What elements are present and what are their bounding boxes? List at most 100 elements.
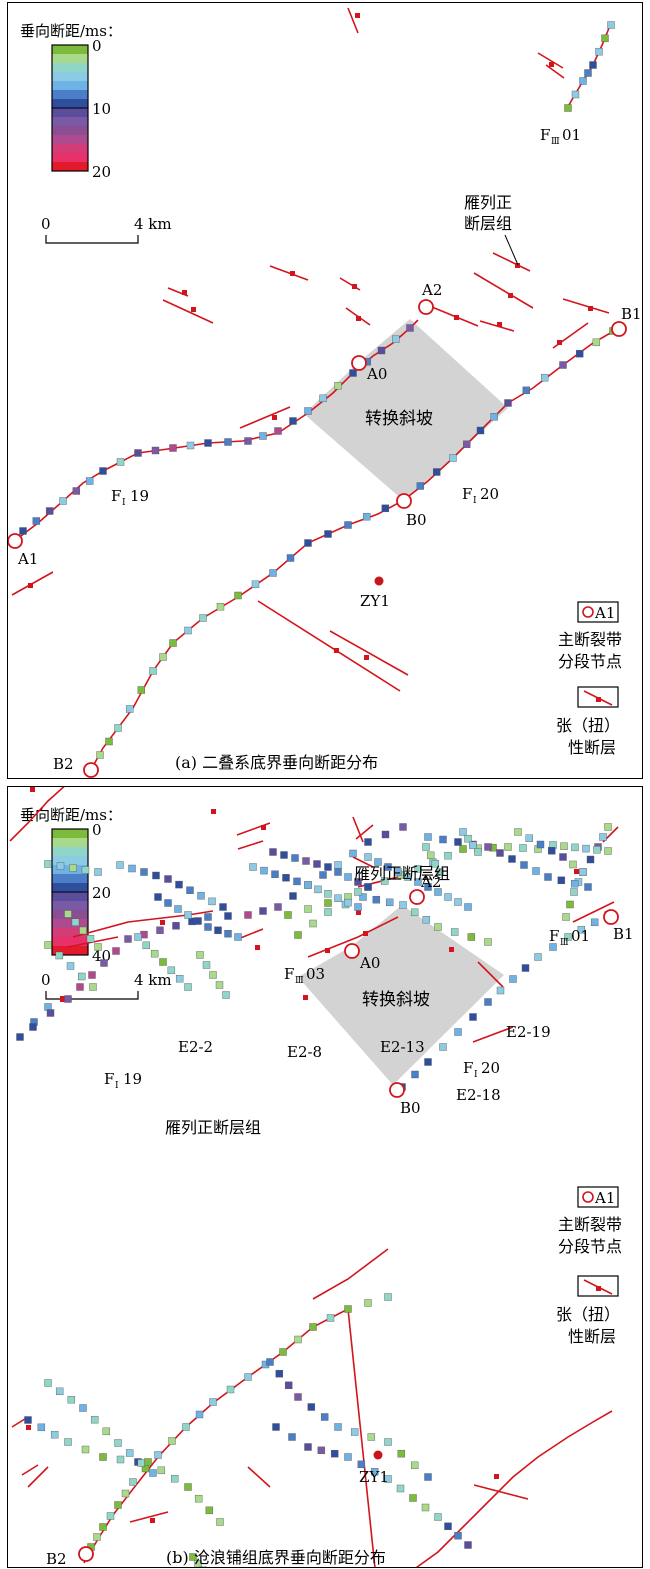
displacement-square bbox=[324, 899, 332, 907]
displacement-square bbox=[579, 77, 587, 85]
displacement-square bbox=[169, 639, 177, 647]
displacement-square bbox=[32, 517, 41, 525]
displacement-square bbox=[399, 823, 407, 831]
displacement-square bbox=[186, 441, 195, 450]
displacement-square bbox=[90, 1415, 99, 1424]
displacement-square bbox=[484, 998, 492, 1006]
displacement-square bbox=[599, 833, 607, 841]
displacement-square bbox=[226, 1385, 235, 1394]
displacement-square bbox=[549, 943, 557, 951]
displacement-square bbox=[69, 864, 77, 872]
displacement-square bbox=[195, 1410, 204, 1419]
displacement-square bbox=[520, 861, 528, 869]
displacement-square bbox=[320, 1413, 329, 1421]
displacement-square bbox=[384, 1475, 392, 1483]
displacement-square bbox=[234, 591, 242, 600]
scale-swatch bbox=[52, 99, 88, 109]
scale-swatch bbox=[52, 144, 88, 154]
label-e2-8: E2-8 bbox=[287, 1043, 322, 1061]
displacement-markers bbox=[16, 823, 612, 1567]
displacement-square bbox=[64, 910, 72, 918]
node-A2 bbox=[409, 889, 425, 905]
label-B2: B2 bbox=[53, 755, 74, 773]
displacement-square bbox=[304, 407, 312, 415]
svg-text:Ⅰ: Ⅰ bbox=[115, 1081, 119, 1091]
displacement-square bbox=[377, 346, 386, 355]
displacement-square bbox=[362, 512, 371, 521]
displacement-square bbox=[326, 1314, 335, 1322]
displacement-square bbox=[519, 844, 527, 852]
displacement-square bbox=[411, 1070, 419, 1079]
displacement-square bbox=[302, 857, 310, 865]
displacement-square bbox=[421, 1503, 430, 1512]
displacement-square bbox=[431, 859, 440, 868]
displacement-square bbox=[409, 1494, 417, 1502]
scale-swatch bbox=[52, 847, 88, 857]
displacement-square bbox=[544, 873, 552, 881]
svg-text:F: F bbox=[540, 126, 550, 144]
displacement-square bbox=[324, 530, 332, 538]
displacement-square bbox=[439, 835, 447, 844]
displacement-square bbox=[194, 917, 202, 925]
scale-swatch bbox=[52, 937, 88, 947]
displacement-square bbox=[137, 1459, 146, 1467]
displacement-square bbox=[284, 1381, 293, 1390]
displacement-square bbox=[454, 1028, 462, 1036]
displacement-square bbox=[436, 868, 444, 876]
label-f3-03: F Ⅲ 03 bbox=[284, 965, 325, 986]
displacement-square bbox=[266, 1358, 274, 1366]
displacement-square bbox=[102, 1427, 111, 1436]
displacement-square bbox=[37, 1423, 46, 1432]
displacement-square bbox=[414, 865, 422, 873]
displacement-square bbox=[504, 399, 512, 407]
scale-swatch bbox=[52, 45, 88, 55]
displacement-square bbox=[199, 614, 207, 622]
displacement-square bbox=[426, 851, 435, 860]
svg-text:主断裂带: 主断裂带 bbox=[558, 1215, 622, 1234]
displacement-square bbox=[464, 1541, 472, 1549]
displacement-square bbox=[149, 1469, 157, 1477]
displacement-square bbox=[349, 849, 357, 858]
segment-nodes bbox=[8, 299, 627, 778]
displacement-square bbox=[99, 1523, 107, 1531]
displacement-square bbox=[164, 899, 172, 907]
displacement-square bbox=[46, 1009, 55, 1017]
displacement-square bbox=[557, 876, 566, 885]
displacement-square bbox=[156, 926, 164, 934]
displacement-square bbox=[432, 468, 441, 476]
well-zy1-icon bbox=[374, 576, 384, 586]
legend-node: A1 主断裂带 分段节点 bbox=[558, 1186, 622, 1256]
scale-swatch bbox=[52, 117, 88, 127]
svg-text:张（扭）: 张（扭） bbox=[556, 1305, 620, 1324]
node-B0 bbox=[389, 1082, 405, 1098]
displacement-square bbox=[175, 880, 183, 889]
node-B2 bbox=[78, 1546, 94, 1562]
displacement-square bbox=[454, 838, 462, 846]
displacement-square bbox=[105, 737, 113, 746]
displacement-square bbox=[404, 873, 412, 881]
displacement-square bbox=[271, 870, 279, 878]
displacement-square bbox=[536, 840, 545, 849]
displacement-square bbox=[45, 507, 54, 515]
label-e2-13: E2-13 bbox=[380, 1038, 425, 1056]
svg-text:4 km: 4 km bbox=[134, 215, 172, 233]
svg-text:分段节点: 分段节点 bbox=[558, 1237, 622, 1256]
ramp-label: 转换斜坡 bbox=[362, 990, 430, 1010]
label-A2: A2 bbox=[420, 873, 441, 891]
displacement-square bbox=[575, 349, 584, 358]
label-f1-19: F Ⅰ 19 bbox=[111, 487, 149, 508]
displacement-square bbox=[172, 922, 180, 930]
scale-swatch bbox=[52, 883, 88, 893]
displacement-square bbox=[344, 898, 352, 907]
node-B1 bbox=[611, 321, 627, 337]
displacement-square bbox=[604, 847, 612, 855]
displacement-square bbox=[424, 1058, 432, 1066]
displacement-square bbox=[222, 991, 230, 999]
svg-text:Ⅲ: Ⅲ bbox=[560, 938, 569, 948]
displacement-square bbox=[125, 1449, 134, 1457]
displacement-square bbox=[459, 828, 467, 836]
displacement-square bbox=[469, 841, 477, 850]
displacement-square bbox=[559, 361, 567, 369]
displacement-square bbox=[93, 1533, 101, 1541]
displacement-square bbox=[224, 438, 232, 446]
